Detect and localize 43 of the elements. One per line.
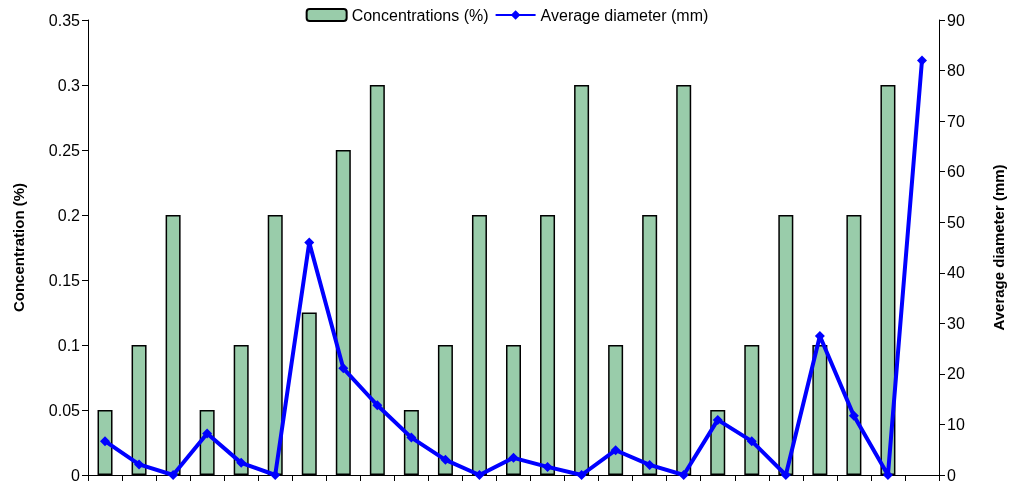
point bbox=[202, 428, 213, 439]
point bbox=[678, 470, 689, 480]
y2-tick-label: 50 bbox=[947, 213, 965, 231]
point bbox=[746, 436, 757, 447]
point bbox=[440, 454, 451, 465]
y2-tick-label: 40 bbox=[947, 264, 965, 282]
point bbox=[644, 459, 655, 470]
point bbox=[406, 432, 417, 443]
point bbox=[712, 414, 723, 425]
y2-tick-label: 30 bbox=[947, 314, 965, 332]
y-tick-label: 0.15 bbox=[48, 271, 81, 289]
point bbox=[168, 470, 179, 480]
legend-label: Average diameter (mm) bbox=[540, 6, 709, 24]
y2-tick-label: 70 bbox=[947, 112, 965, 130]
legend-label: Concentrations (%) bbox=[351, 6, 489, 24]
y-tick-label: 0 bbox=[71, 466, 81, 484]
point bbox=[916, 55, 927, 66]
y-axis-title: Concentration (%) bbox=[10, 182, 27, 313]
y2-tick-label: 80 bbox=[947, 62, 965, 80]
y-tick-label: 0.2 bbox=[57, 206, 81, 224]
point bbox=[474, 470, 485, 480]
point bbox=[508, 452, 519, 463]
point bbox=[848, 410, 859, 421]
point bbox=[100, 436, 111, 447]
y-tick-label: 0.3 bbox=[57, 76, 81, 94]
y2-axis-title: Average diameter (mm) bbox=[990, 164, 1007, 331]
point bbox=[134, 459, 145, 470]
point bbox=[576, 470, 587, 480]
y-tick-label: 0.25 bbox=[48, 141, 81, 159]
y-tick-label: 0.1 bbox=[57, 336, 81, 354]
y2-tick-label: 90 bbox=[947, 11, 965, 29]
y2-tick-label: 0 bbox=[947, 466, 956, 484]
point bbox=[610, 445, 621, 456]
point bbox=[338, 363, 349, 374]
point bbox=[270, 470, 281, 480]
y-tick-label: 0.05 bbox=[48, 401, 81, 419]
y2-tick-label: 20 bbox=[947, 365, 965, 383]
y2-tick-label: 10 bbox=[947, 415, 965, 433]
point bbox=[236, 457, 247, 468]
point bbox=[542, 461, 553, 472]
y2-tick-label: 60 bbox=[947, 163, 965, 181]
y-tick-label: 0.35 bbox=[48, 11, 81, 29]
point bbox=[372, 400, 383, 411]
